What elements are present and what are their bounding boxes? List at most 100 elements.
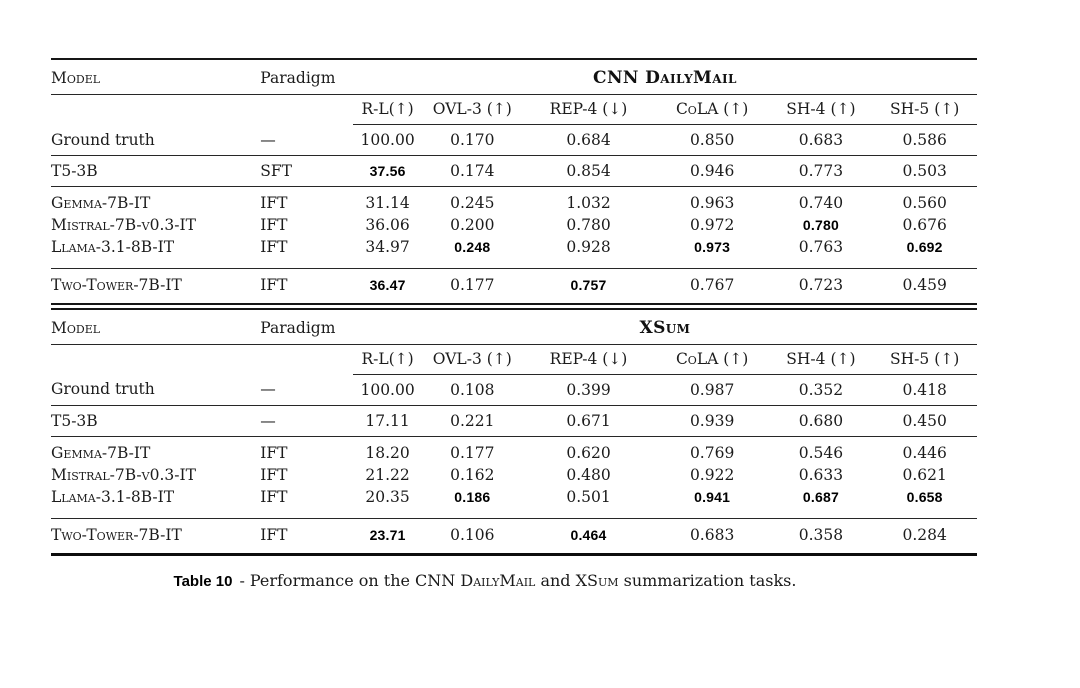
column-header-paradigm: Paradigm bbox=[260, 308, 353, 345]
metric-value-cell: 0.763 bbox=[769, 236, 873, 269]
metric-value-cell: 0.928 bbox=[522, 236, 655, 269]
metric-value: 0.946 bbox=[689, 162, 735, 180]
metric-value: 0.284 bbox=[902, 525, 947, 544]
model-name-cell: Mistral-7B-v0.3-IT bbox=[51, 465, 196, 484]
metric-value: 0.503 bbox=[902, 162, 947, 180]
metric-value-cell: 0.633 bbox=[770, 464, 873, 486]
model-name-cell: Ground truth bbox=[51, 374, 261, 406]
model-result-row: T5-3B — 17.11 0.221 0.671 0.939 0.680 0.450 bbox=[51, 405, 977, 437]
metric-value-cell: 37.56 bbox=[352, 155, 423, 187]
metric-value: 0.174 bbox=[450, 162, 495, 180]
model-result-row: Llama-3.1-8B-IT IFT 34.97 0.248 0.928 0.973 0.… bbox=[51, 236, 977, 269]
column-header-metric: SH-4 (↑) bbox=[769, 94, 873, 125]
metric-value-cell: 36.47 bbox=[353, 269, 422, 305]
column-header-metric: REP-4 (↓) bbox=[522, 94, 655, 125]
metric-value-cell: 0.162 bbox=[422, 464, 522, 486]
table-caption: Table 10- Performance on the CNN DailyMai… bbox=[0, 571, 1080, 590]
metric-value: 0.450 bbox=[902, 411, 947, 430]
table-caption-label: Table 10 bbox=[173, 572, 233, 590]
table-header-row: Model Paradigm XSum bbox=[51, 308, 977, 345]
metric-value: 0.459 bbox=[902, 276, 947, 294]
metric-value: 0.767 bbox=[689, 276, 735, 294]
metric-value-cell: 0.221 bbox=[422, 405, 523, 437]
metric-value: 0.740 bbox=[798, 194, 844, 212]
metric-value-cell: 21.22 bbox=[353, 464, 422, 486]
model-name-cell: Mistral-7B-v0.3-IT bbox=[51, 216, 196, 234]
metric-value-cell: 0.850 bbox=[654, 124, 770, 156]
paradigm-cell: — bbox=[260, 124, 353, 156]
model-name-cell: Ground truth bbox=[51, 124, 261, 156]
metric-value: 0.671 bbox=[566, 411, 611, 430]
metric-value: 0.780 bbox=[566, 216, 611, 234]
paradigm-cell: IFT bbox=[260, 525, 288, 544]
caption-text-run: and bbox=[535, 570, 576, 590]
metric-value-cell: 0.284 bbox=[872, 518, 977, 554]
metric-value-cell: 0.946 bbox=[654, 155, 770, 187]
metric-value-cell: 0.780 bbox=[522, 214, 654, 236]
column-header-metric: CoLA (↑) bbox=[654, 94, 770, 125]
metric-value-cell: 0.200 bbox=[422, 214, 522, 236]
metric-value: 0.683 bbox=[689, 525, 735, 544]
metric-value: 0.676 bbox=[902, 216, 947, 234]
model-result-row: Ground truth — 100.00 0.108 0.399 0.987 0.352 0… bbox=[51, 374, 977, 406]
column-header-metric: SH-5 (↑) bbox=[872, 94, 977, 125]
paradigm-cell: IFT bbox=[260, 465, 288, 484]
metric-value-cell: 31.14 bbox=[353, 187, 422, 215]
model-name-cell: Two-Tower-7B-IT bbox=[51, 525, 182, 544]
metric-value-bold: 0.658 bbox=[906, 488, 943, 505]
paradigm-cell: — bbox=[260, 405, 353, 437]
metric-value-cell: 0.503 bbox=[872, 155, 977, 187]
metric-value-cell: 0.757 bbox=[522, 269, 654, 305]
metric-value-cell: 0.358 bbox=[770, 518, 873, 554]
paradigm-cell: IFT bbox=[260, 236, 353, 269]
metric-value: 0.684 bbox=[566, 131, 611, 149]
metric-value-cell: 0.939 bbox=[654, 405, 770, 437]
metric-value: 31.14 bbox=[365, 194, 410, 212]
metric-value-cell: 0.684 bbox=[522, 124, 655, 156]
caption-text-run: Performance on the CNN bbox=[249, 570, 461, 590]
metric-value-cell: 0.723 bbox=[770, 269, 873, 305]
metric-value: 0.106 bbox=[450, 525, 495, 544]
metric-value-cell: 20.35 bbox=[352, 485, 423, 519]
metric-value: 0.683 bbox=[798, 131, 844, 149]
metric-value: 34.97 bbox=[365, 238, 410, 256]
metric-value: 0.723 bbox=[798, 276, 844, 294]
metric-value: 0.680 bbox=[798, 411, 844, 430]
metric-value-cell: 0.480 bbox=[522, 464, 654, 486]
metric-value: 0.621 bbox=[902, 465, 947, 484]
metric-value-cell: 0.740 bbox=[770, 187, 873, 215]
metric-value-cell: 0.108 bbox=[422, 374, 523, 406]
metric-value: 0.177 bbox=[450, 443, 495, 462]
metric-value: 0.773 bbox=[798, 162, 844, 180]
metric-value-cell: 0.687 bbox=[769, 485, 873, 519]
metric-value: 0.480 bbox=[566, 465, 611, 484]
metric-value: 0.922 bbox=[689, 465, 735, 484]
model-result-row: Gemma-7B-IT IFT 31.14 0.245 1.032 0.963 0.740 0… bbox=[51, 187, 977, 215]
metric-value-bold: 0.941 bbox=[694, 488, 731, 505]
model-name-cell: Gemma-7B-IT bbox=[51, 443, 151, 462]
metric-value: 0.620 bbox=[566, 443, 611, 462]
metric-value-bold: 36.47 bbox=[369, 277, 406, 293]
column-header-metric: SH-4 (↑) bbox=[769, 344, 873, 375]
metric-value: 20.35 bbox=[365, 487, 410, 506]
paradigm-cell: IFT bbox=[260, 276, 288, 294]
metric-value: 0.928 bbox=[566, 238, 611, 256]
model-name-cell: Llama-3.1-8B-IT bbox=[51, 485, 261, 519]
column-header-paradigm: Paradigm bbox=[260, 59, 353, 95]
metric-value: 0.633 bbox=[798, 465, 844, 484]
metric-value: 0.560 bbox=[902, 194, 947, 212]
metric-value-bold: 0.186 bbox=[454, 488, 491, 505]
metric-value-cell: 0.352 bbox=[769, 374, 873, 406]
metric-value: 0.352 bbox=[798, 380, 844, 399]
metric-value-bold: 0.757 bbox=[570, 277, 607, 293]
metric-value-cell: 0.773 bbox=[769, 155, 873, 187]
metric-value-cell: 0.676 bbox=[872, 214, 977, 236]
metric-value-bold: 0.692 bbox=[906, 239, 943, 255]
paradigm-cell: SFT bbox=[260, 155, 353, 187]
model-name-cell: Gemma-7B-IT bbox=[51, 194, 151, 212]
column-header-metric: CoLA (↑) bbox=[654, 344, 770, 375]
table-header-row: Model Paradigm CNN DailyMail bbox=[51, 59, 977, 95]
metric-value: 0.108 bbox=[450, 380, 495, 399]
metric-value-cell: 0.106 bbox=[422, 518, 522, 554]
metric-value-cell: 0.501 bbox=[522, 485, 655, 519]
